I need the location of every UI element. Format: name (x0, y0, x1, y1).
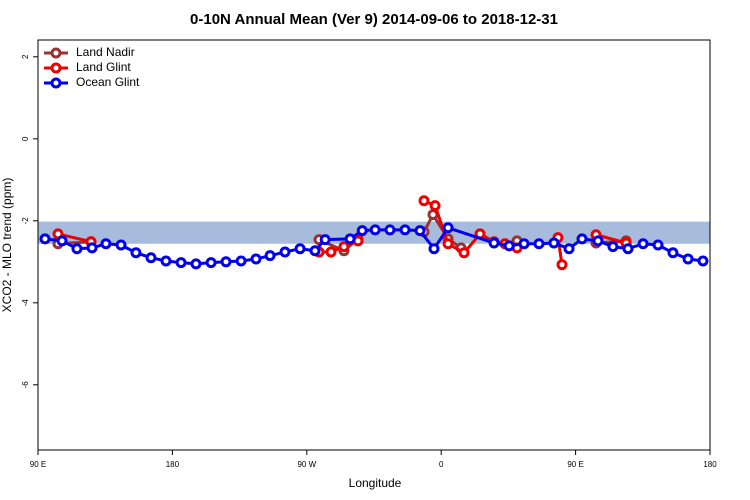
y-tick-label: 2 (21, 54, 30, 59)
data-point (384, 224, 396, 236)
data-point (130, 247, 142, 259)
legend-marker (50, 77, 62, 89)
y-axis-label: XCO2 - MLO trend (ppm) (0, 178, 14, 313)
data-point (264, 250, 276, 262)
y-tick-label: -4 (21, 299, 30, 307)
data-point (190, 258, 202, 270)
data-point (71, 243, 83, 255)
data-point (607, 241, 619, 253)
data-point (319, 234, 331, 246)
data-point (145, 252, 157, 264)
data-point (563, 243, 575, 255)
data-point (160, 255, 172, 267)
data-point (414, 225, 426, 237)
data-point (250, 253, 262, 265)
data-point (667, 247, 679, 259)
data-point (488, 237, 500, 249)
x-tick-label: 90 E (567, 460, 583, 469)
y-tick-label: -2 (21, 217, 30, 225)
x-axis-label: Longitude (349, 476, 402, 490)
data-point (458, 247, 470, 259)
data-point (637, 238, 649, 250)
data-point (235, 255, 247, 267)
data-point (652, 239, 664, 251)
y-tick-label: 0 (21, 136, 30, 141)
data-point (338, 241, 350, 253)
data-point (100, 238, 112, 250)
data-point (86, 242, 98, 254)
legend-marker (50, 62, 62, 74)
data-point (429, 200, 441, 212)
data-point (697, 255, 709, 267)
data-point (576, 233, 588, 245)
x-tick-label: 90 W (297, 460, 316, 469)
x-tick-label: 0 (439, 460, 444, 469)
data-point (220, 256, 232, 268)
data-point (548, 237, 560, 249)
data-point (518, 238, 530, 250)
data-point (369, 224, 381, 236)
data-point (556, 259, 568, 271)
legend-label: Ocean Glint (76, 75, 140, 89)
data-point (294, 243, 306, 255)
legend-label: Land Nadir (76, 45, 135, 59)
data-point (418, 195, 430, 207)
data-point (325, 246, 337, 258)
data-point (533, 238, 545, 250)
y-tick-label: -6 (21, 381, 30, 389)
plot-frame (37, 39, 711, 451)
legend-marker (50, 47, 62, 59)
data-point (622, 243, 634, 255)
data-point (205, 257, 217, 269)
data-point (503, 240, 515, 252)
data-point (56, 235, 68, 247)
data-point (442, 222, 454, 234)
data-point (442, 238, 454, 250)
data-point (344, 233, 356, 245)
data-point (399, 224, 411, 236)
legend-label: Land Glint (76, 60, 131, 74)
data-point (39, 233, 51, 245)
data-point (592, 235, 604, 247)
chart-title: 0-10N Annual Mean (Ver 9) 2014-09-06 to … (190, 11, 558, 28)
series-line (57, 199, 627, 265)
data-point (682, 253, 694, 265)
data-point (279, 246, 291, 258)
x-tick-label: 180 (166, 460, 180, 469)
data-point (428, 243, 440, 255)
x-tick-label: 180 (703, 460, 717, 469)
x-tick-label: 90 E (30, 460, 46, 469)
data-point (356, 225, 368, 237)
data-point (115, 239, 127, 251)
data-point (175, 257, 187, 269)
data-point (309, 245, 321, 257)
